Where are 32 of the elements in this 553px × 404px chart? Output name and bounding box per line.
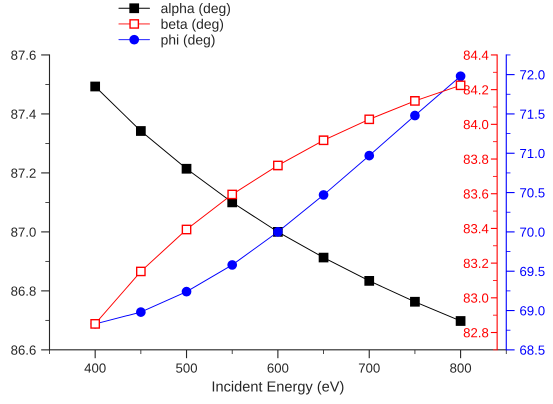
y3-tick-label: 70.0 — [520, 227, 545, 237]
legend-label: beta (deg) — [161, 18, 224, 32]
y3-tick-label: 69.5 — [520, 266, 545, 276]
y-tick-label: 87.0 — [11, 227, 36, 237]
y3-tick-label: 69.0 — [520, 306, 545, 316]
y3-tick-label: 71.5 — [520, 110, 545, 119]
y3-tick-label: 71.0 — [520, 148, 545, 158]
y2-tick-label: 84.4 — [464, 50, 488, 60]
y2-tick-label: 83.4 — [464, 224, 488, 234]
y-tick-label: 87.6 — [11, 50, 36, 60]
y-tick-label: 87.2 — [11, 168, 36, 178]
y-tick-label: 86.6 — [11, 345, 36, 355]
y-tick-label: 87.4 — [11, 109, 36, 119]
x-tick-label: 800 — [450, 363, 472, 373]
y2-tick-label: 84.0 — [464, 120, 488, 130]
x-tick-label: 700 — [358, 363, 380, 373]
y2-tick-label: 83.8 — [464, 154, 488, 164]
x-tick-label: 500 — [176, 363, 198, 373]
y2-tick-label: 83.2 — [464, 258, 488, 268]
x-tick-label: 400 — [84, 363, 106, 373]
legend-label: phi (deg) — [161, 34, 215, 48]
y2-tick-label: 83.6 — [464, 189, 488, 199]
x-axis-title: Incident Energy (eV) — [212, 380, 344, 395]
y3-tick-label: 68.5 — [520, 345, 545, 355]
y-tick-label: 86.8 — [11, 286, 36, 296]
y2-tick-label: 84.2 — [464, 85, 488, 95]
y2-tick-label: 82.8 — [464, 328, 488, 338]
x-tick-label: 600 — [268, 363, 288, 373]
y2-tick-label: 83.0 — [464, 293, 488, 303]
legend-label: alpha (deg) — [161, 3, 230, 16]
y3-tick-label: 72.0 — [520, 70, 545, 80]
y3-tick-label: 70.5 — [520, 188, 545, 198]
